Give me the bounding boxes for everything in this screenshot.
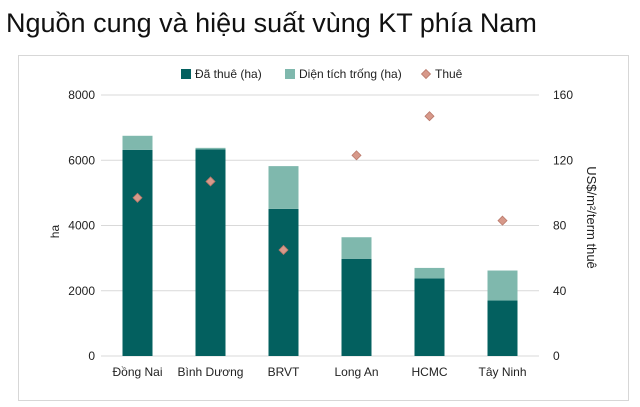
x-tick-label: BRVT (268, 365, 300, 379)
y-tick-label: 6000 (68, 153, 95, 167)
y2-tick-label: 80 (553, 219, 567, 233)
y2-tick-label: 120 (553, 153, 573, 167)
y-tick-label: 4000 (68, 219, 95, 233)
bar-vacant (341, 237, 372, 259)
stacked-bar-chart: 0 2000 4000 6000 8000 0 40 80 120 160 ha US$/m²/ter… (48, 67, 599, 379)
x-tick-label: Đồng Nai (112, 365, 162, 379)
legend-label: Diện tích trống (ha) (299, 67, 402, 81)
y2-tick-label: 40 (553, 284, 567, 298)
chart-container: 0 2000 4000 6000 8000 0 40 80 120 160 ha US$/m²/ter… (18, 55, 629, 401)
x-tick-label: Long An (334, 365, 378, 379)
y2-tick-label: 160 (553, 88, 573, 102)
y-tick-label: 2000 (68, 284, 95, 298)
bar-leased (122, 149, 153, 356)
x-tick-label: Bình Dương (178, 365, 244, 379)
bar-leased (268, 208, 299, 356)
x-tick-label: Tây Ninh (478, 365, 526, 379)
y-axis-label: ha (48, 225, 62, 239)
y-tick-label: 8000 (68, 88, 95, 102)
rent-marker (497, 215, 508, 226)
legend-swatch (181, 69, 191, 79)
legend-swatch (285, 69, 295, 79)
y-tick-label: 0 (88, 349, 95, 363)
page-title: Nguồn cung và hiệu suất vùng KT phía Nam (6, 8, 537, 38)
bar-vacant (122, 135, 153, 150)
rent-marker (205, 176, 216, 187)
rent-marker (351, 150, 362, 161)
bar-vacant (414, 267, 445, 279)
legend-label: Đã thuê (ha) (195, 67, 262, 81)
legend-label: Thuê (435, 67, 463, 81)
y2-axis-label: US$/m²/term thuê (584, 166, 599, 269)
rent-marker (278, 244, 289, 256)
bar-leased (487, 300, 518, 356)
rent-marker (132, 192, 143, 203)
y2-tick-label: 0 (553, 349, 560, 363)
rent-marker (424, 111, 435, 122)
bar-leased (341, 258, 372, 356)
bar-leased (414, 278, 445, 356)
bar-vacant (195, 147, 226, 150)
bar-vacant (268, 166, 299, 209)
x-tick-label: HCMC (412, 365, 448, 379)
legend-swatch (420, 68, 432, 80)
bar-vacant (487, 270, 518, 301)
